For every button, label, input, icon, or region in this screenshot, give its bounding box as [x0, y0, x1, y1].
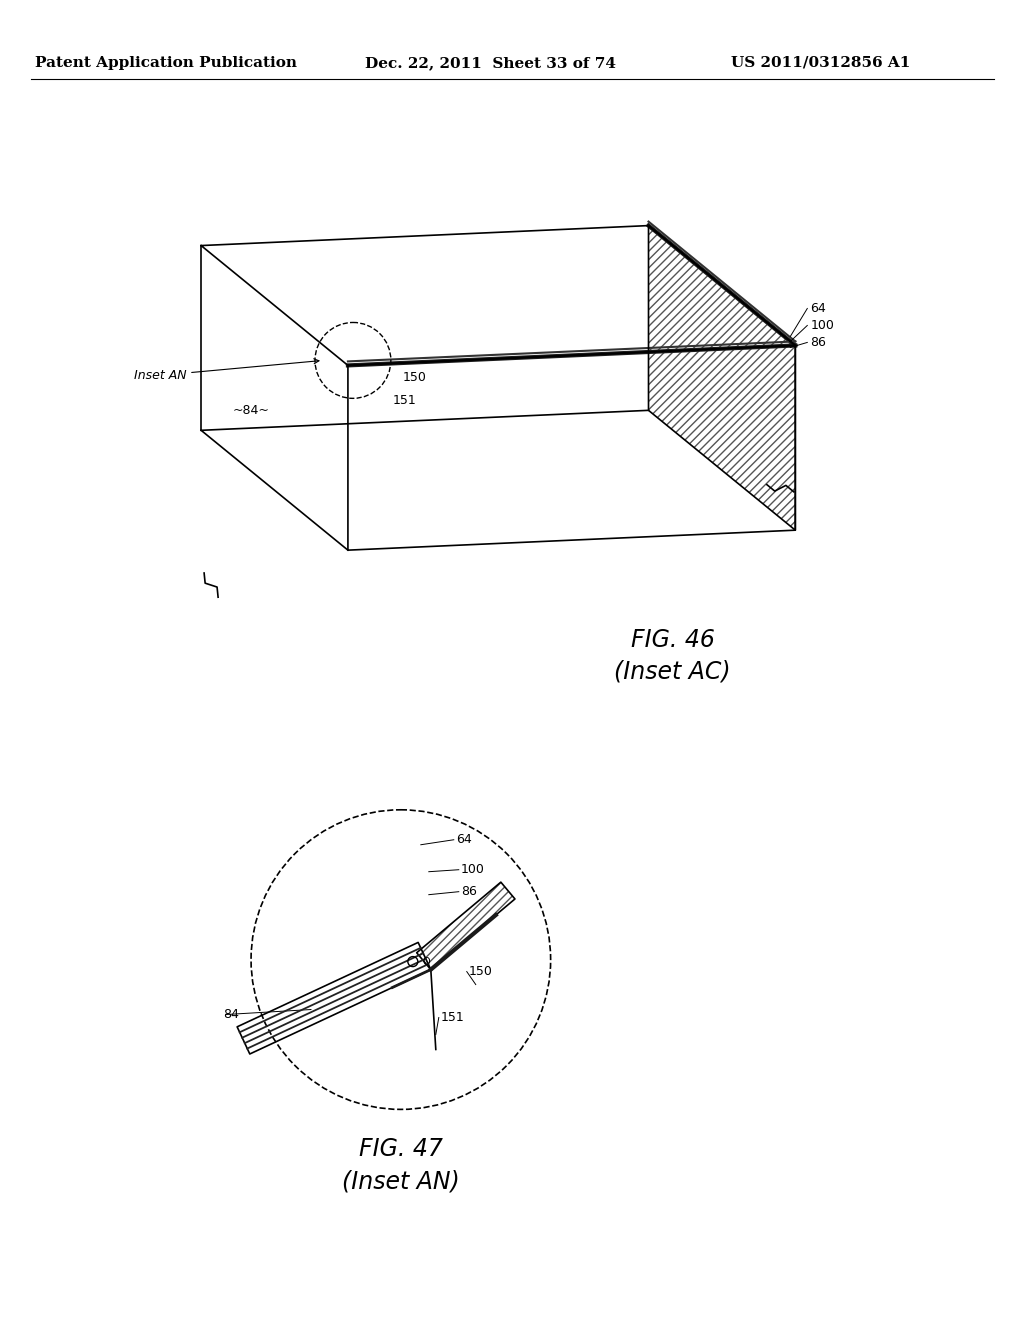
Text: Q: Q	[423, 957, 430, 966]
Text: 84: 84	[223, 1008, 239, 1020]
Text: 151: 151	[393, 393, 417, 407]
Text: 150: 150	[469, 965, 493, 978]
Text: 100: 100	[810, 319, 835, 331]
Polygon shape	[417, 882, 515, 970]
Text: Dec. 22, 2011  Sheet 33 of 74: Dec. 22, 2011 Sheet 33 of 74	[366, 55, 616, 70]
Text: 86: 86	[810, 335, 826, 348]
Text: 151: 151	[440, 1011, 465, 1024]
Polygon shape	[238, 942, 431, 1053]
Polygon shape	[348, 346, 796, 550]
Text: (Inset AN): (Inset AN)	[342, 1170, 460, 1193]
Polygon shape	[648, 226, 796, 531]
Text: 150: 150	[402, 371, 427, 384]
Text: FIG. 46: FIG. 46	[631, 628, 715, 652]
Text: 64: 64	[456, 833, 471, 846]
Text: Patent Application Publication: Patent Application Publication	[35, 55, 297, 70]
Text: Inset AN: Inset AN	[133, 359, 318, 381]
Text: ~84~: ~84~	[232, 404, 269, 417]
Text: FIG. 47: FIG. 47	[358, 1138, 442, 1162]
Text: US 2011/0312856 A1: US 2011/0312856 A1	[730, 55, 910, 70]
Text: (Inset AC): (Inset AC)	[614, 660, 731, 684]
Text: 100: 100	[461, 863, 484, 876]
Text: 64: 64	[810, 302, 826, 315]
Text: 86: 86	[461, 886, 476, 898]
Polygon shape	[201, 226, 796, 366]
